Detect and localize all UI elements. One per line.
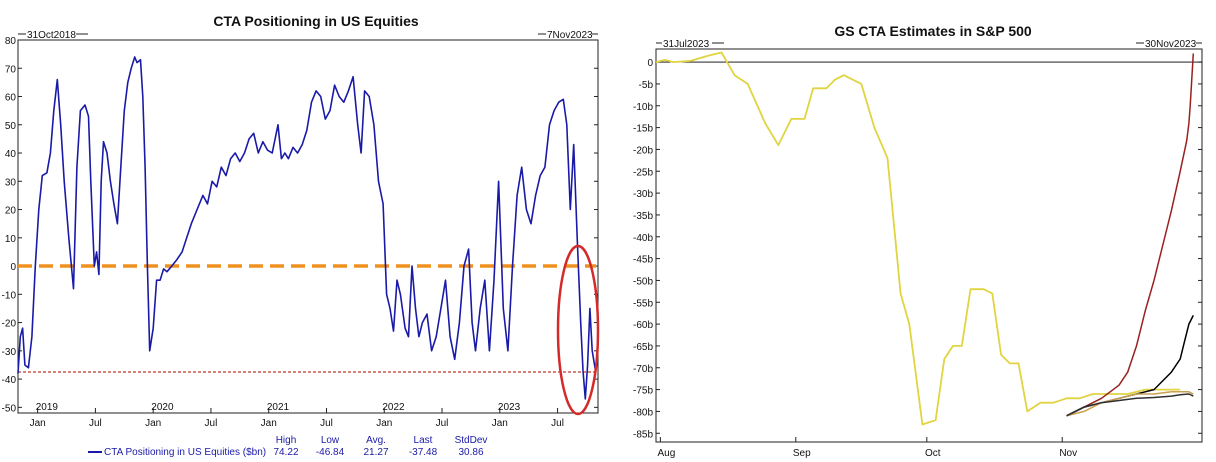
x-tick-label: Aug	[657, 448, 675, 459]
stats-header-last: Last	[414, 435, 433, 446]
y-tick-label: -5b	[639, 80, 654, 91]
y-tick-label: 50	[5, 121, 17, 132]
x-tick-label: Jul	[551, 418, 564, 429]
y-tick-label: -15b	[633, 124, 653, 135]
y-tick-label: 40	[5, 149, 17, 160]
date-range-labels: 31Jul2023 30Nov2023	[656, 39, 1202, 50]
plot-frame	[655, 48, 1203, 443]
y-tick-label: -45b	[633, 255, 653, 266]
y-tick-label: -75b	[633, 386, 653, 397]
x-tick-label: Jul	[320, 418, 333, 429]
y-tick-label: 10	[5, 234, 17, 245]
x-tick-label: Oct	[925, 448, 941, 459]
x-tick-label: Jul	[436, 418, 449, 429]
y-tick-label: -30	[2, 347, 17, 358]
series-line-4	[1066, 391, 1194, 417]
x-tick-label: Nov	[1059, 448, 1077, 459]
y-tick-label: -65b	[633, 342, 653, 353]
end-date-label: 7Nov2023	[547, 30, 593, 41]
x-tick-label: Sep	[793, 448, 811, 459]
y-tick-label: -55b	[633, 298, 653, 309]
y-tick-label: -20	[2, 319, 17, 330]
cta-positioning-chart: CTA Positioning in US Equities 31Oct2018…	[2, 13, 600, 458]
x-tick-label: Jul	[89, 418, 102, 429]
y-tick-label: -25b	[633, 167, 653, 178]
series-line-5	[1066, 393, 1194, 417]
y-tick-label: -10	[2, 290, 17, 301]
year-label: 2020	[151, 402, 174, 413]
y-tick-label: 70	[5, 64, 17, 75]
stats-header-high: High	[276, 435, 297, 446]
plot-frame	[17, 39, 599, 414]
x-tick-label: Jan	[261, 418, 277, 429]
y-tick-label: -30b	[633, 189, 653, 200]
stats-value-avg: 21.27	[363, 447, 388, 458]
y-tick-label: -80b	[633, 407, 653, 418]
x-tick-label: Jan	[376, 418, 392, 429]
legend: CTA Positioning in US Equities ($bn) Hig…	[88, 435, 487, 458]
series-line-1	[655, 51, 1181, 426]
y-tick-label: -70b	[633, 364, 653, 375]
y-tick-label: -35b	[633, 211, 653, 222]
year-label: 2023	[498, 402, 521, 413]
y-tick-label: -60b	[633, 320, 653, 331]
y-tick-label: -50	[2, 403, 17, 414]
legend-series-name: CTA Positioning in US Equities ($bn)	[104, 447, 266, 458]
chart-title: GS CTA Estimates in S&P 500	[834, 23, 1032, 39]
y-tick-label: 20	[5, 206, 17, 217]
stats-header-stddev: StdDev	[455, 435, 488, 446]
y-tick-label: 0	[10, 262, 16, 273]
y-tick-label: 0	[647, 58, 653, 69]
stats-value-last: -37.48	[409, 447, 438, 458]
start-date-label: 31Oct2018	[27, 30, 76, 41]
y-tick-label: -40	[2, 375, 17, 386]
y-tick-label: 60	[5, 93, 17, 104]
stats-header-low: Low	[321, 435, 340, 446]
date-range-labels: 31Oct2018 7Nov2023	[18, 30, 598, 41]
stats-value-low: -46.84	[316, 447, 345, 458]
y-tick-label: -50b	[633, 276, 653, 287]
start-date-label: 31Jul2023	[663, 39, 710, 50]
end-date-label: 30Nov2023	[1145, 39, 1197, 50]
y-tick-label: -40b	[633, 233, 653, 244]
year-label: 2022	[382, 402, 405, 413]
stats-header-avg: Avg.	[366, 435, 386, 446]
highlight-circle	[556, 244, 600, 416]
series-line-cta-positioning	[17, 56, 597, 400]
chart-title: CTA Positioning in US Equities	[213, 13, 419, 29]
y-tick-label: -10b	[633, 102, 653, 113]
gs-cta-estimates-chart: GS CTA Estimates in S&P 500 31Jul2023 30…	[633, 23, 1203, 459]
x-tick-label: Jan	[30, 418, 46, 429]
y-tick-label: -20b	[633, 145, 653, 156]
x-tick-label: Jul	[205, 418, 218, 429]
y-tick-label: 80	[5, 36, 17, 47]
stats-value-high: 74.22	[273, 447, 298, 458]
y-tick-label: 30	[5, 177, 17, 188]
x-tick-label: Jan	[492, 418, 508, 429]
stats-value-stddev: 30.86	[458, 447, 483, 458]
series-line-2	[1066, 53, 1195, 417]
year-label: 2019	[36, 402, 59, 413]
year-label: 2021	[267, 402, 290, 413]
y-tick-label: -85b	[633, 429, 653, 440]
x-tick-label: Jan	[145, 418, 161, 429]
